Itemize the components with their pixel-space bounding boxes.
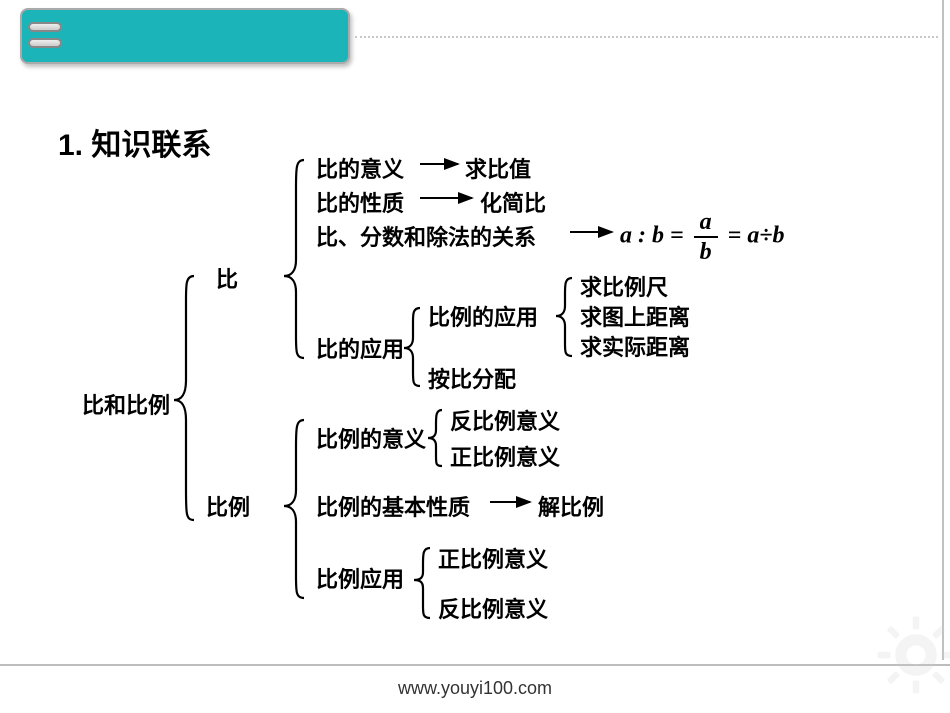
formula-numerator: a <box>694 210 718 236</box>
node-bi-meaning: 比的意义 <box>316 152 404 184</box>
formula-denominator: b <box>694 236 718 264</box>
right-edge <box>942 0 944 660</box>
node-direct-meaning: 正比例意义 <box>450 440 560 472</box>
dotted-rule <box>355 36 938 38</box>
node-bi-frac-div: 比、分数和除法的关系 <box>316 220 536 252</box>
node-solve-proportion: 解比例 <box>538 490 604 522</box>
bottom-rule <box>0 664 950 666</box>
node-bili-application: 比例应用 <box>316 562 404 594</box>
fraction-icon: a b <box>694 210 718 264</box>
node-bi: 比 <box>216 262 238 294</box>
node-simplify-ratio: 化简比 <box>480 186 546 218</box>
node-bili: 比例 <box>206 490 250 522</box>
node-bili-basic-prop: 比例的基本性质 <box>316 490 470 522</box>
node-bili-app-sub: 比例的应用 <box>428 300 538 332</box>
node-bi-app: 比的应用 <box>316 332 404 364</box>
formula-tail: = a÷b <box>728 223 785 249</box>
node-inverse-meaning: 反比例意义 <box>450 404 560 436</box>
node-inverse-meaning2: 反比例意义 <box>438 592 548 624</box>
node-find-real-dist: 求实际距离 <box>580 330 690 362</box>
node-direct-meaning2: 正比例意义 <box>438 542 548 574</box>
formula-lead: a : b = <box>620 223 690 249</box>
page-title: 1. 知识联系 <box>58 120 211 164</box>
node-find-map-dist: 求图上距离 <box>580 300 690 332</box>
header-band <box>20 8 350 64</box>
ratio-formula: a : b = a b = a÷b <box>620 210 785 264</box>
spiral-binding-icon <box>28 22 62 32</box>
node-bi-property: 比的性质 <box>316 186 404 218</box>
node-find-ratio: 求比值 <box>465 152 531 184</box>
footer-url: www.youyi100.com <box>0 678 950 699</box>
spiral-binding-icon <box>28 38 62 48</box>
node-bili-meaning: 比例的意义 <box>316 422 426 454</box>
node-by-ratio-alloc: 按比分配 <box>428 362 516 394</box>
node-find-scale: 求比例尺 <box>580 270 668 302</box>
gear-icon <box>876 615 950 695</box>
node-root: 比和比例 <box>82 388 170 420</box>
